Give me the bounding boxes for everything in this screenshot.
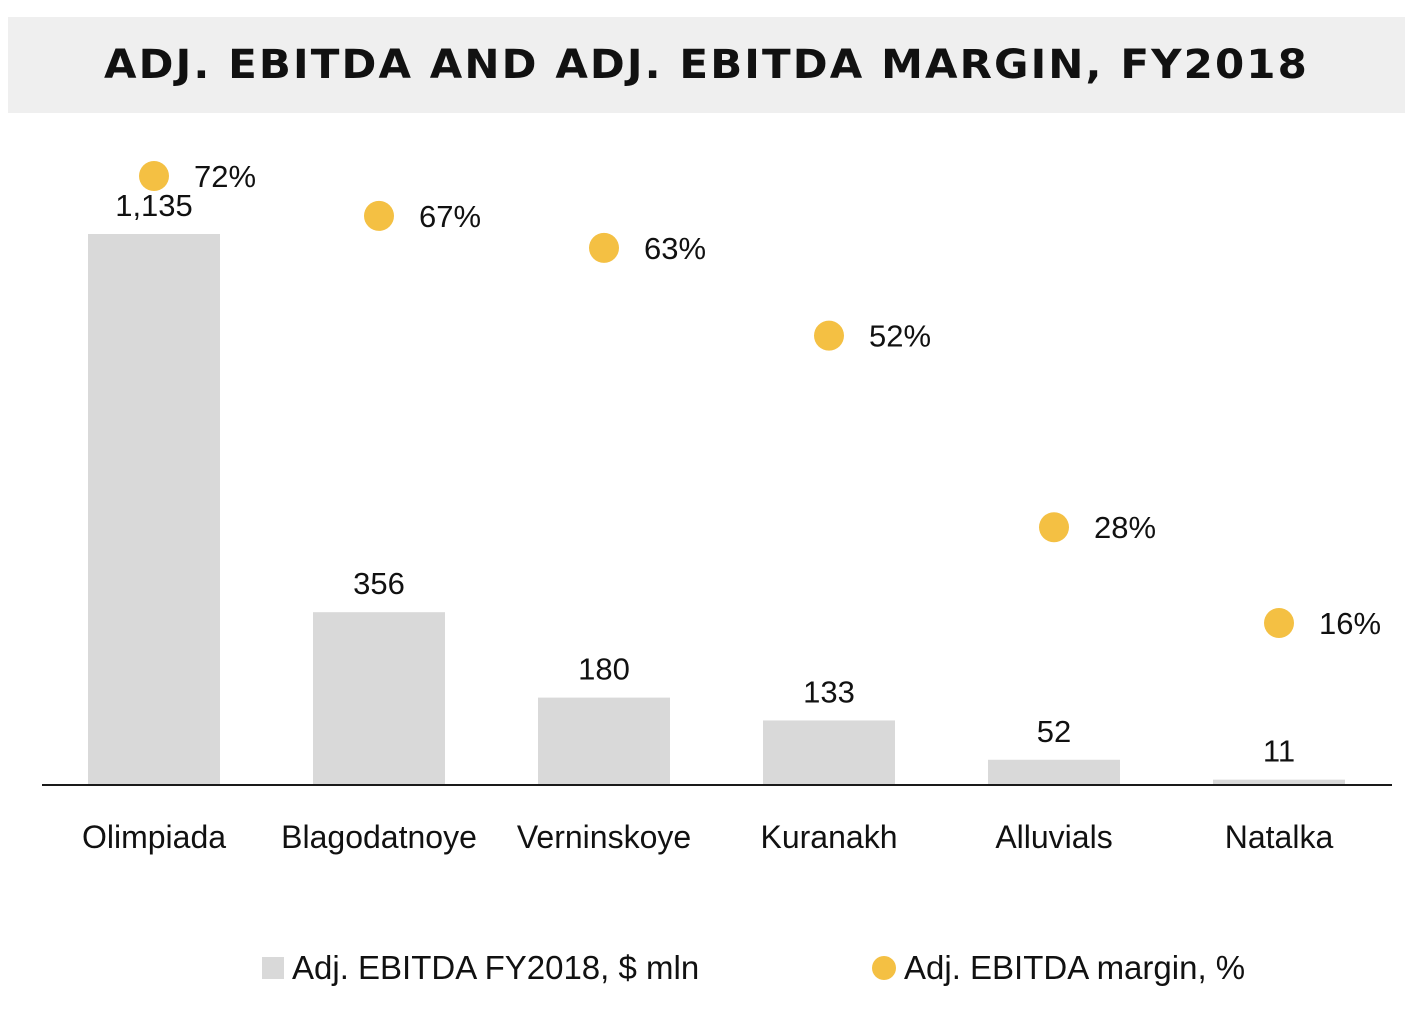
category-label: Verninskoye <box>517 819 691 855</box>
legend-item-margin: Adj. EBITDA margin, % <box>872 946 1245 990</box>
title-band: ADJ. EBITDA AND ADJ. EBITDA MARGIN, FY20… <box>8 17 1405 113</box>
bar-value-label: 11 <box>1263 734 1295 769</box>
margin-value-label: 72% <box>194 159 256 194</box>
category-label: Olimpiada <box>82 819 226 855</box>
legend-dot-swatch <box>872 956 896 980</box>
bar <box>538 697 670 785</box>
category-label: Alluvials <box>995 819 1112 855</box>
bar <box>763 720 895 785</box>
margin-value-label: 16% <box>1319 606 1381 641</box>
margin-dot <box>814 320 844 351</box>
bar-value-label: 1,135 <box>115 188 193 223</box>
bar-value-label: 133 <box>803 674 855 709</box>
bar <box>988 759 1120 785</box>
margin-value-label: 63% <box>644 231 706 266</box>
category-label: Blagodatnoye <box>281 819 477 855</box>
margin-dot <box>1264 608 1294 638</box>
bar <box>88 234 220 785</box>
margin-value-label: 52% <box>869 319 931 354</box>
margin-dot <box>1039 512 1069 543</box>
category-label: Natalka <box>1225 819 1334 855</box>
bar-value-label: 52 <box>1037 714 1071 749</box>
margin-value-label: 28% <box>1094 510 1156 545</box>
legend-item-ebitda: Adj. EBITDA FY2018, $ mln <box>262 946 699 990</box>
margin-dot <box>139 161 169 191</box>
bar-value-label: 180 <box>578 652 630 687</box>
margin-dot <box>364 200 394 231</box>
margin-dot <box>589 232 619 263</box>
legend-bar-label: Adj. EBITDA FY2018, $ mln <box>292 949 700 986</box>
chart-title: ADJ. EBITDA AND ADJ. EBITDA MARGIN, FY20… <box>104 42 1309 88</box>
legend-bar-swatch <box>262 957 284 979</box>
bar <box>1213 779 1345 785</box>
legend-dot-label: Adj. EBITDA margin, % <box>904 949 1246 986</box>
category-label: Kuranakh <box>761 819 898 855</box>
bar <box>313 612 445 785</box>
margin-value-label: 67% <box>419 199 481 234</box>
bar-value-label: 356 <box>353 566 405 601</box>
